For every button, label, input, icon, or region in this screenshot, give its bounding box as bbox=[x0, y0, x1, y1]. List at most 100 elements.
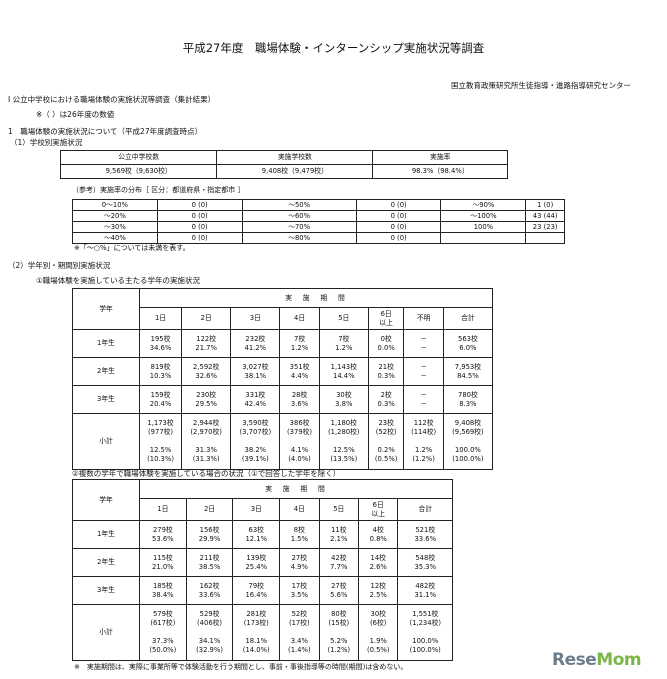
data-cell: 23校 (52校) 0.2% (0.5%) bbox=[367, 413, 405, 470]
table-row: 1年生 195校 34.6% 122校 21.7% 232校 41.2% 7校 1.2%… bbox=[72, 329, 494, 358]
count-cell: 0 (0) bbox=[156, 232, 243, 244]
range-cell: ～20% bbox=[72, 210, 158, 222]
data-cell: 548校 35.3% bbox=[397, 548, 453, 577]
data-cell: 0校 0.0% bbox=[367, 329, 405, 358]
grade-cell: 小計 bbox=[72, 413, 140, 470]
table-row: 1年生 279校 53.6% 156校 29.9% 63校 12.1% 8校 1.5% 1… bbox=[72, 520, 453, 549]
section-heading: Ⅰ 公立中学校における職場体験の実施状況等調査（集計結果） bbox=[8, 95, 216, 104]
data-cell: 156校 29.9% bbox=[185, 520, 234, 549]
data-cell: 12校 2.5% bbox=[358, 576, 399, 605]
data-cell: 7,953校 84.5% bbox=[442, 357, 494, 386]
column-header: 5日 bbox=[318, 307, 369, 330]
distribution-note: ※「～○%」については未満を表す。 bbox=[74, 244, 190, 252]
range-cell: ～50% bbox=[241, 199, 357, 211]
table-row: 小計 579校 (617校) 37.3% (50.0%) 529校 (406校) 3… bbox=[72, 604, 453, 661]
footnote: ※ 実施期間は、実際に事業所等で体験活動を行う期間とし、事前・事後指導等の時間(… bbox=[74, 663, 408, 671]
data-cell: 28校 3.6% bbox=[279, 385, 320, 414]
range-cell: ～80% bbox=[241, 232, 357, 244]
data-cell: 279校 53.6% bbox=[139, 520, 187, 549]
column-header: 1日 bbox=[139, 498, 187, 521]
grade-cell: 小計 bbox=[72, 604, 140, 661]
count-cell: 43 (44) bbox=[525, 210, 565, 222]
heading-2-1: ①職場体験を実施している主たる学年の実施状況 bbox=[36, 276, 200, 285]
column-header: 5日 bbox=[318, 498, 360, 521]
column-header: 3日 bbox=[230, 307, 281, 330]
column-header: 1日 bbox=[138, 307, 183, 330]
table-row: 3年生 159校 20.4% 230校 29.5% 331校 42.4% 28校 3.6… bbox=[72, 385, 494, 414]
data-cell: 17校 3.5% bbox=[279, 576, 320, 605]
column-header: 3日 bbox=[232, 498, 281, 521]
data-cell: 185校 38.4% bbox=[139, 576, 187, 605]
column-header: 6日 以上 bbox=[367, 307, 405, 330]
data-cell: 4校 0.8% bbox=[358, 520, 399, 549]
data-cell: 281校 (173校) 18.1% (14.0%) bbox=[232, 604, 281, 661]
resemom-logo: ReseMom bbox=[552, 650, 642, 670]
column-header: 4日 bbox=[279, 498, 320, 521]
data-cell: 11校 2.1% bbox=[318, 520, 360, 549]
data-cell: 7校 1.2% bbox=[279, 329, 320, 358]
data-cell: 115校 21.0% bbox=[139, 548, 187, 577]
data-cell: 529校 (406校) 34.1% (32.9%) bbox=[185, 604, 234, 661]
multi-grade-table: 学年実 施 期 間 1日 2日 3日 4日 5日 6日 以上 合計 1年生 279校 53.6% 1… bbox=[72, 479, 453, 661]
heading-1-1: （1）学校別実施状況 bbox=[10, 138, 83, 147]
data-cell: 2,944校 (2,970校) 31.3% (31.3%) bbox=[181, 413, 232, 470]
data-cell: 7校 1.2% bbox=[318, 329, 369, 358]
period-header: 実 施 期 間 bbox=[139, 479, 453, 499]
note-prev-year: ※（ ）は26年度の数値 bbox=[36, 110, 115, 119]
count-cell: 0 (0) bbox=[355, 199, 442, 211]
distribution-row: ～20% 0 (0) ～60% 0 (0) ～100% 43 (44) bbox=[72, 210, 565, 222]
school-table: 公立中学校数 実施学校数 実施率 9,569校（9,630校） 9,408校（9… bbox=[59, 150, 508, 179]
organization: 国立教育政策研究所生徒指導・進路指導研究センター bbox=[451, 81, 631, 90]
count-cell: 0 (0) bbox=[156, 221, 243, 233]
data-cell: 1,180校 (1,280校) 12.5% (13.5%) bbox=[318, 413, 369, 470]
data-cell: 159校 20.4% bbox=[138, 385, 183, 414]
header-cell: 公立中学校数 bbox=[59, 150, 218, 165]
column-header: 合計 bbox=[397, 498, 453, 521]
data-cell: 3,590校 (3,707校) 38.2% (39.1%) bbox=[230, 413, 281, 470]
data-cell: 819校 10.3% bbox=[138, 357, 183, 386]
grade-cell: 2年生 bbox=[72, 357, 140, 386]
header-cell: 実施学校数 bbox=[216, 150, 374, 165]
data-cell: 780校 8.3% bbox=[442, 385, 494, 414]
count-cell: 0 (0) bbox=[355, 210, 442, 222]
count-cell bbox=[525, 232, 565, 244]
column-header: 2日 bbox=[185, 498, 234, 521]
data-cell: 30校 (6校) 1.9% (0.5%) bbox=[358, 604, 399, 661]
data-cell: － － bbox=[403, 357, 444, 386]
data-cell: 563校 6.0% bbox=[442, 329, 494, 358]
range-cell: ～100% bbox=[440, 210, 527, 222]
data-cell: 79校 16.4% bbox=[232, 576, 281, 605]
data-cell: 1,551校 (1,234校) 100.0% (100.0%) bbox=[397, 604, 453, 661]
data-cell: 211校 38.5% bbox=[185, 548, 234, 577]
heading-2-2: ②複数の学年で職場体験を実施している場合の状況（①で回答した学年を除く） bbox=[72, 469, 341, 478]
grade-cell: 1年生 bbox=[72, 329, 140, 358]
data-cell: 2,592校 32.6% bbox=[181, 357, 232, 386]
range-cell: ～70% bbox=[241, 221, 357, 233]
grade-cell: 3年生 bbox=[72, 385, 140, 414]
data-cell: 63校 12.1% bbox=[232, 520, 281, 549]
data-cell: 9,408校 (9,569校) 100.0% (100.0%) bbox=[442, 413, 494, 470]
data-cell: 112校 (114校) 1.2% (1.2%) bbox=[403, 413, 444, 470]
count-cell: 0 (0) bbox=[156, 210, 243, 222]
data-cell: 579校 (617校) 37.3% (50.0%) bbox=[139, 604, 187, 661]
range-cell: ～90% bbox=[440, 199, 527, 211]
count-cell: 23 (23) bbox=[525, 221, 565, 233]
header-cell: 実施率 bbox=[372, 150, 508, 165]
data-cell: 1,143校 14.4% bbox=[318, 357, 369, 386]
grade-header: 学年 bbox=[72, 479, 140, 521]
count-cell: 1 (0) bbox=[525, 199, 565, 211]
data-cell: 27校 5.6% bbox=[318, 576, 360, 605]
value-cell: 9,569校（9,630校） bbox=[59, 164, 218, 179]
column-header: 2日 bbox=[181, 307, 232, 330]
value-cell: 98.3%（98.4%） bbox=[372, 164, 508, 179]
range-cell: ～60% bbox=[241, 210, 357, 222]
data-cell: 122校 21.7% bbox=[181, 329, 232, 358]
grade-cell: 2年生 bbox=[72, 548, 140, 577]
data-cell: 521校 33.6% bbox=[397, 520, 453, 549]
table-row: 2年生 819校 10.3% 2,592校 32.6% 3,027校 38.1% 351… bbox=[72, 357, 494, 386]
table-row: 3年生 185校 38.4% 162校 33.6% 79校 16.4% 17校 3.5%… bbox=[72, 576, 453, 605]
range-cell: 100% bbox=[440, 221, 527, 233]
period-header: 実 施 期 間 bbox=[139, 288, 493, 308]
distribution-row: ～40% 0 (0) ～80% 0 (0) bbox=[72, 232, 565, 244]
data-cell: － － bbox=[403, 385, 444, 414]
